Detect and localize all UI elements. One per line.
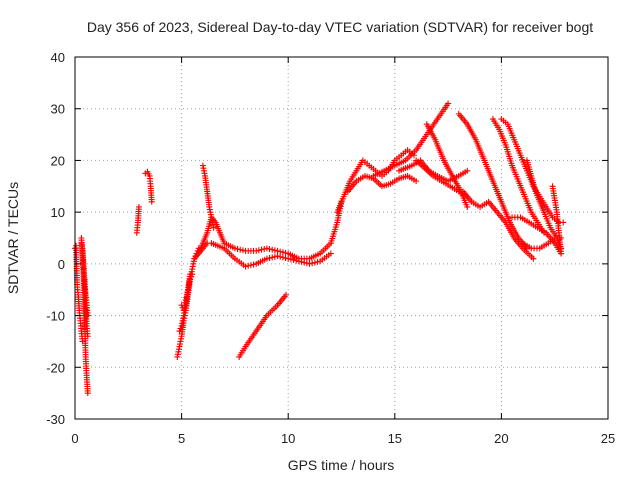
data-point-marker	[187, 271, 194, 278]
data-point-marker	[234, 245, 241, 252]
series-trace-13to16h-lower	[344, 172, 420, 195]
data-point-marker	[84, 390, 91, 397]
series-trace-3.5h	[142, 168, 155, 205]
x-tick-label: 25	[601, 431, 615, 446]
data-point-marker	[266, 255, 273, 262]
data-point-marker	[279, 254, 286, 261]
data-point-marker	[250, 261, 257, 268]
data-point-marker	[255, 247, 262, 254]
data-point-marker	[237, 246, 244, 253]
data-point-marker	[293, 257, 300, 264]
data-point-marker	[271, 253, 278, 260]
y-tick-label: 40	[51, 50, 65, 65]
y-tick-label: -30	[46, 412, 65, 427]
y-tick-label: 0	[58, 257, 65, 272]
data-point-marker	[464, 167, 471, 174]
x-tick-label: 10	[281, 431, 295, 446]
data-point-marker	[266, 245, 273, 252]
data-point-marker	[261, 245, 268, 252]
data-point-marker	[413, 178, 420, 185]
series-trace-6to11h-lower	[191, 240, 334, 270]
data-point-marker	[287, 256, 294, 263]
data-point-marker	[239, 247, 246, 254]
x-tick-label: 5	[178, 431, 185, 446]
series-trace-5h-mid	[178, 271, 194, 314]
data-point-marker	[558, 250, 565, 257]
data-point-marker	[245, 262, 252, 269]
data-point-marker	[301, 259, 308, 266]
series-trace-16to18h-c	[423, 121, 471, 210]
data-point-marker	[530, 255, 537, 262]
data-point-marker	[269, 246, 276, 253]
series-trace-20to23h	[498, 116, 567, 226]
data-point-marker	[314, 258, 321, 265]
data-point-marker	[279, 249, 286, 256]
series-trace-18to21h-b	[460, 188, 537, 262]
data-point-marker	[306, 260, 313, 267]
data-point-marker	[176, 328, 183, 335]
plot-frame	[74, 56, 609, 420]
data-point-marker	[560, 219, 567, 226]
data-points	[72, 100, 567, 397]
data-point-marker	[274, 253, 281, 260]
data-point-marker	[210, 224, 217, 231]
data-point-marker	[242, 263, 249, 270]
data-point-marker	[148, 198, 155, 205]
data-point-marker	[445, 100, 452, 107]
data-point-marker	[285, 255, 292, 262]
data-point-marker	[135, 203, 142, 210]
data-point-marker	[263, 245, 270, 252]
data-point-marker	[231, 245, 238, 252]
data-point-marker	[263, 255, 270, 262]
data-point-marker	[277, 248, 284, 255]
data-point-marker	[295, 258, 302, 265]
data-point-marker	[303, 260, 310, 267]
y-tick-label: 30	[51, 102, 65, 117]
data-point-marker	[269, 254, 276, 261]
y-tick-label: -20	[46, 360, 65, 375]
y-tick-label: -10	[46, 309, 65, 324]
data-point-marker	[309, 260, 316, 267]
data-point-marker	[290, 256, 297, 263]
chart-title: Day 356 of 2023, Sidereal Day-to-day VTE…	[87, 19, 593, 35]
series-trace-early-4	[78, 240, 91, 319]
x-axis-ticks: 0 5 10 15 20 25	[71, 57, 615, 446]
data-point-marker	[282, 255, 289, 262]
data-point-marker	[253, 247, 260, 254]
data-point-marker	[84, 333, 91, 340]
data-point-marker	[271, 247, 278, 254]
y-tick-label: 10	[51, 205, 65, 220]
data-point-marker	[464, 203, 471, 210]
data-point-marker	[277, 253, 284, 260]
data-point-marker	[282, 249, 289, 256]
data-point-marker	[84, 312, 91, 319]
data-point-marker	[177, 325, 184, 332]
data-point-marker	[247, 262, 254, 269]
y-axis-ticks: -30 -20 -10 0 10 20 30 40	[46, 50, 608, 427]
series-trace-22to23h-e	[549, 183, 565, 257]
series-trace-21to23h-d	[519, 235, 565, 252]
x-tick-label: 20	[494, 431, 508, 446]
series-trace-2.9h	[133, 203, 142, 236]
data-point-marker	[258, 246, 265, 253]
x-axis-label: GPS time / hours	[288, 457, 395, 473]
y-axis-label: SDTVAR / TECUs	[5, 182, 21, 294]
x-tick-label: 0	[71, 431, 78, 446]
data-point-marker	[274, 247, 281, 254]
x-tick-label: 15	[388, 431, 402, 446]
data-point-marker	[298, 258, 305, 265]
data-point-marker	[311, 259, 318, 266]
series-trace-8to10h-line	[236, 291, 290, 360]
data-point-marker	[327, 250, 334, 257]
data-point-marker	[283, 291, 290, 298]
y-tick-label: 20	[51, 153, 65, 168]
